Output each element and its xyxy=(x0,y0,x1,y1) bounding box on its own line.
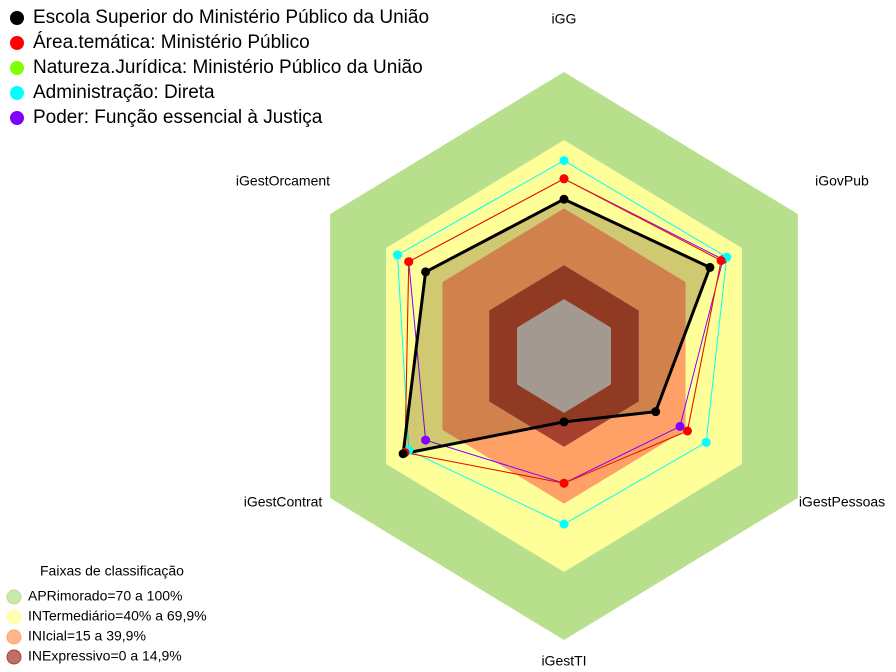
band-legend-marker xyxy=(6,589,22,605)
series-point xyxy=(404,257,414,267)
axis-label: iGestContrat xyxy=(244,494,323,510)
band-core xyxy=(517,299,611,413)
series-point xyxy=(398,449,408,459)
band-legend-label: INTermediário=40% a 69,9% xyxy=(28,608,207,624)
band-legend-marker xyxy=(6,649,22,665)
band-legend-label: INExpressivo=0 a 14,9% xyxy=(28,648,182,664)
legend-marker xyxy=(10,111,24,125)
legend-label: Natureza.Jurídica: Ministério Público da… xyxy=(33,57,423,78)
band xyxy=(489,265,639,447)
series-point xyxy=(705,262,715,272)
band xyxy=(442,208,686,504)
series-point xyxy=(421,435,431,445)
series-point xyxy=(559,156,569,166)
legend-marker xyxy=(10,11,24,25)
axis-label: iGovPub xyxy=(815,173,869,189)
axis-label: iGG xyxy=(552,11,577,27)
series-point xyxy=(675,421,685,431)
series-point xyxy=(716,256,726,266)
series-point xyxy=(393,250,403,260)
axis-label: iGestPessoas xyxy=(799,494,885,510)
legend-label: Escola Superior do Ministério Público da… xyxy=(33,7,429,28)
series-point xyxy=(421,267,431,277)
axis-label: iGestTI xyxy=(541,653,586,669)
legend-marker xyxy=(10,36,24,50)
axis-label: iGestOrcament xyxy=(236,173,330,189)
band-legend-label: APRimorado=70 a 100% xyxy=(28,588,183,604)
series-point xyxy=(559,174,569,184)
series-point xyxy=(682,426,692,436)
legend-marker xyxy=(10,86,24,100)
legend-label: Administração: Direta xyxy=(33,82,215,103)
legend-marker xyxy=(10,61,24,75)
legend-label: Poder: Função essencial à Justiça xyxy=(33,107,323,128)
band xyxy=(386,140,742,572)
band-legend-marker xyxy=(6,629,22,645)
series-point xyxy=(559,519,569,529)
series-point xyxy=(559,417,569,427)
series-point xyxy=(559,194,569,204)
series-point xyxy=(651,407,661,417)
series-point xyxy=(701,437,711,447)
band-legend-marker xyxy=(6,609,22,625)
series-point xyxy=(559,478,569,488)
legend-label: Área.temática: Ministério Público xyxy=(33,32,310,53)
band-legend-label: INIcial=15 a 39,9% xyxy=(28,628,146,644)
band-legend-title: Faixas de classificação xyxy=(40,563,184,579)
